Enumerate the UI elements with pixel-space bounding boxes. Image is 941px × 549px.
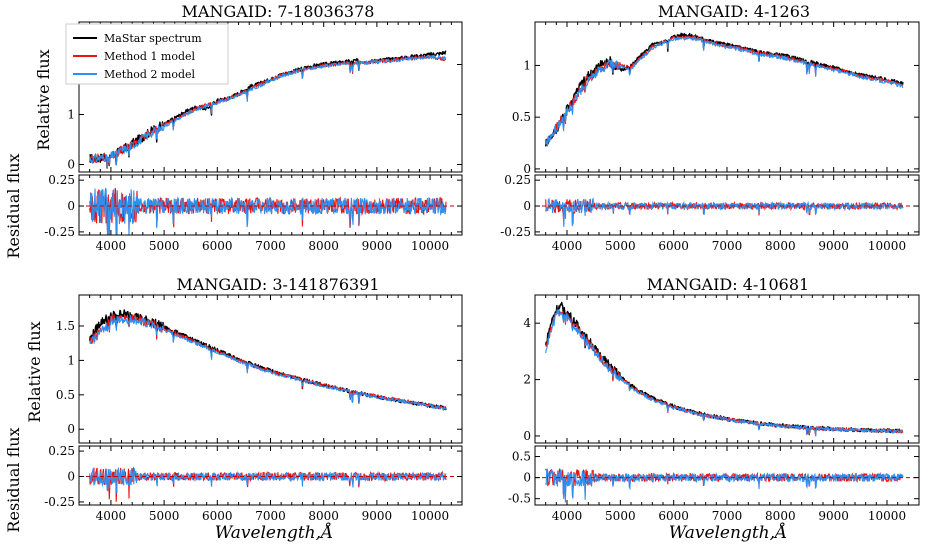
panel-title: MANGAID: 4-10681 xyxy=(647,275,809,294)
y-tick-label: 0 xyxy=(523,199,531,213)
series-line-method-1-model xyxy=(545,309,904,437)
y-tick-label: 0.25 xyxy=(48,173,75,187)
x-tick-label: 5000 xyxy=(149,509,180,523)
spectrum-plot xyxy=(89,50,447,169)
x-axis-label: Wavelength,Å xyxy=(215,522,334,543)
x-tick-label: 9000 xyxy=(818,239,849,253)
x-tick-label: 10000 xyxy=(868,239,906,253)
x-tick-label: 6000 xyxy=(658,509,689,523)
x-tick-label: 5000 xyxy=(149,239,180,253)
x-tick-label: 4000 xyxy=(96,239,127,253)
series-line-method-2-model xyxy=(545,309,904,437)
residual-flux-label-bottom: Residual flux xyxy=(4,427,23,532)
y-tick-label: 2 xyxy=(523,373,531,387)
y-tick-label: -0.25 xyxy=(44,495,75,509)
residual-plot xyxy=(79,466,462,502)
residual-line-method-1-model xyxy=(89,187,447,235)
y-tick-label: 0 xyxy=(523,162,531,176)
x-tick-label: 8000 xyxy=(765,239,796,253)
y-axis-label: Relative flux xyxy=(25,321,44,422)
residual-line-method-2-model xyxy=(89,187,447,235)
y-tick-label: 0.5 xyxy=(56,388,75,402)
x-tick-label: 9000 xyxy=(818,509,849,523)
y-tick-label: 0 xyxy=(523,429,531,443)
x-tick-label: 7000 xyxy=(712,239,743,253)
x-tick-label: 4000 xyxy=(552,239,583,253)
x-tick-label: 4000 xyxy=(96,509,127,523)
y-tick-label: 0 xyxy=(67,158,75,172)
x-tick-label: 8000 xyxy=(308,509,339,523)
x-tick-label: 6000 xyxy=(202,509,233,523)
residual-line-method-2-model xyxy=(545,468,904,503)
y-tick-label: 0 xyxy=(67,199,75,213)
x-tick-label: 7000 xyxy=(255,239,286,253)
x-tick-label: 8000 xyxy=(765,509,796,523)
y-tick-label: 4 xyxy=(523,316,531,330)
x-tick-label: 10000 xyxy=(411,509,449,523)
y-tick-label: -0.5 xyxy=(508,492,531,506)
panel-3-141876391: MANGAID: 3-141876391 Relative flux Wavel… xyxy=(25,275,463,543)
residual-plot xyxy=(79,187,462,235)
x-tick-label: 5000 xyxy=(605,509,636,523)
series-line-method-2-model xyxy=(89,314,447,411)
panel-title: MANGAID: 4-1263 xyxy=(658,2,810,21)
series-line-method-2-model xyxy=(545,36,904,147)
y-tick-label: 1 xyxy=(523,58,531,72)
x-axis-label: Wavelength,Å xyxy=(669,522,788,543)
y-axis-label: Relative flux xyxy=(34,49,53,150)
x-tick-label: 5000 xyxy=(605,239,636,253)
residual-line-method-1-model xyxy=(545,468,904,496)
x-tick-label: 6000 xyxy=(658,239,689,253)
spectrum-plot xyxy=(88,309,447,411)
series-line-mastar-spectrum xyxy=(88,309,447,411)
legend-label-method2: Method 2 model xyxy=(104,68,196,81)
spectrum-plot xyxy=(545,32,904,147)
residual-line-method-2-model xyxy=(545,197,904,227)
panel-4-10681: MANGAID: 4-10681 Wavelength,Å 0 2 4 -0.5 0 0.… xyxy=(508,275,920,543)
y-tick-label: -0.25 xyxy=(500,225,531,239)
series-line-method-1-model xyxy=(545,35,903,145)
y-tick-label: -0.25 xyxy=(44,225,75,239)
y-tick-label: 0 xyxy=(523,471,531,485)
x-tick-label: 7000 xyxy=(712,509,743,523)
residual-plot xyxy=(535,468,919,503)
y-tick-label: 0.5 xyxy=(512,110,531,124)
x-tick-label: 10000 xyxy=(868,509,906,523)
legend-label-method1: Method 1 model xyxy=(104,50,196,63)
y-tick-label: 1.5 xyxy=(56,319,75,333)
panel-title: MANGAID: 7-18036378 xyxy=(182,2,375,21)
legend-label-mastar: MaStar spectrum xyxy=(104,32,202,45)
y-tick-label: 0.25 xyxy=(504,173,531,187)
legend: MaStar spectrum Method 1 model Method 2 … xyxy=(65,23,229,85)
x-tick-label: 10000 xyxy=(411,239,449,253)
series-line-method-1-model xyxy=(89,313,447,410)
panel-7-18036378: MANGAID: 7-18036378 Relative flux 012-0.… xyxy=(34,2,463,253)
y-tick-label: 1 xyxy=(67,108,75,122)
panel-title: MANGAID: 3-141876391 xyxy=(176,275,379,294)
y-tick-label: 0 xyxy=(67,422,75,436)
x-tick-label: 9000 xyxy=(362,509,393,523)
residual-plot xyxy=(535,197,919,227)
y-tick-label: 0 xyxy=(67,470,75,484)
y-tick-label: 0.25 xyxy=(48,444,75,458)
x-tick-label: 6000 xyxy=(202,239,233,253)
series-line-mastar-spectrum xyxy=(545,32,904,147)
spectrum-plot xyxy=(545,301,904,437)
x-tick-label: 8000 xyxy=(308,239,339,253)
y-tick-label: 1 xyxy=(67,353,75,367)
x-tick-label: 9000 xyxy=(362,239,393,253)
y-tick-label: 0.5 xyxy=(512,450,531,464)
x-tick-label: 4000 xyxy=(552,509,583,523)
x-tick-label: 7000 xyxy=(255,509,286,523)
series-line-mastar-spectrum xyxy=(545,301,904,436)
residual-flux-label-top: Residual flux xyxy=(4,153,23,258)
series-line-method-2-model xyxy=(89,55,447,169)
